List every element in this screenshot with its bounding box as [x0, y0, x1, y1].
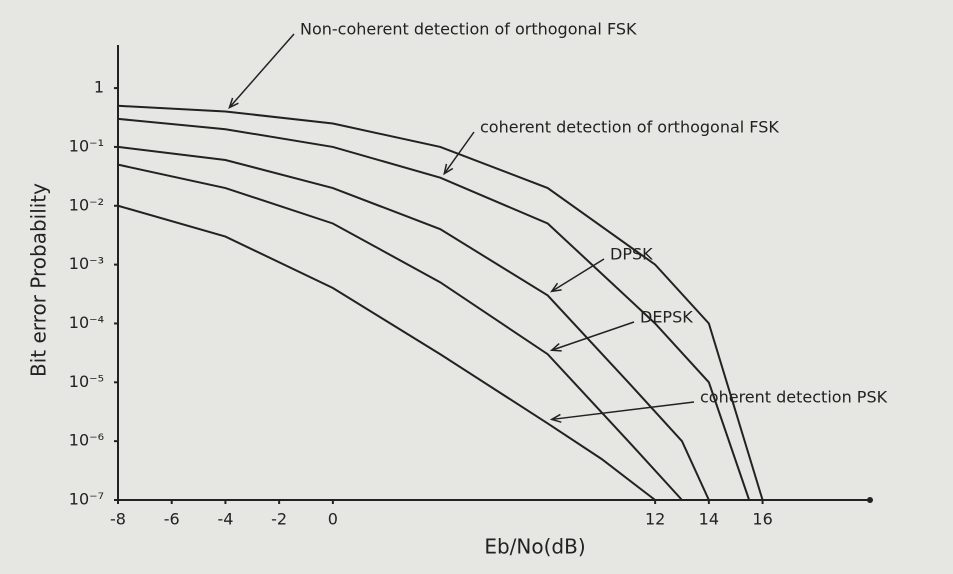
y-axis-label: Bit error Probability: [27, 183, 51, 377]
x-tick-label: -4: [217, 510, 233, 529]
annotation: DPSK: [610, 245, 653, 264]
background: [0, 0, 953, 574]
annotation: DEPSK: [640, 308, 693, 327]
y-tick-label: 10⁻⁵: [69, 372, 104, 391]
annotation: coherent detection of orthogonal FSK: [480, 118, 779, 137]
y-tick-label: 10⁻³: [69, 254, 104, 273]
x-tick-label: 12: [645, 510, 665, 529]
x-tick-label: 16: [752, 510, 772, 529]
axis-end-dot: [867, 497, 873, 503]
y-tick-label: 10⁻⁴: [69, 313, 104, 332]
y-tick-label: 10⁻⁶: [69, 431, 104, 450]
x-tick-label: -8: [110, 510, 126, 529]
y-tick-label: 10⁻²: [69, 195, 104, 214]
x-tick-label: -6: [164, 510, 180, 529]
y-tick-label: 1: [94, 78, 104, 97]
annotation: Non-coherent detection of orthogonal FSK: [300, 20, 637, 39]
y-tick-label: 10⁻⁷: [69, 490, 104, 509]
annotation: coherent detection PSK: [700, 388, 888, 407]
y-tick-label: 10⁻¹: [69, 136, 104, 155]
x-tick-label: 14: [699, 510, 719, 529]
x-axis-label: Eb/No(dB): [484, 535, 585, 559]
x-tick-label: -2: [271, 510, 287, 529]
chart: Bit error Probability Eb/No(dB) 1 10⁻¹ 10⁻…: [0, 0, 953, 574]
x-tick-label: 0: [328, 510, 338, 529]
